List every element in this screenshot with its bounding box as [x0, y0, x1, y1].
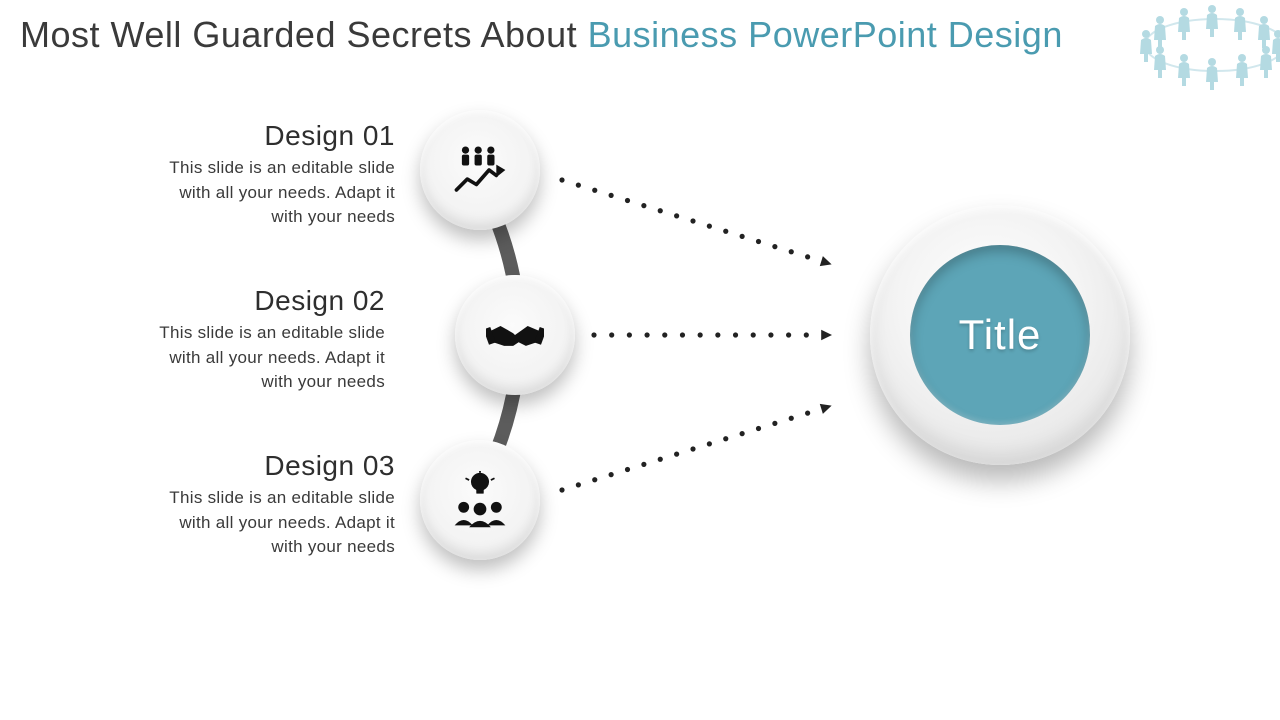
diagram-area: Design 01 This slide is an editable slid… [0, 100, 1280, 720]
arrow-3 [0, 100, 900, 600]
title-circle-inner: Title [910, 245, 1090, 425]
title-circle-text: Title [959, 311, 1042, 359]
people-ring-decoration [1060, 0, 1280, 110]
slide-title-accent: Business PowerPoint Design [588, 14, 1063, 55]
slide-title-prefix: Most Well Guarded Secrets About [20, 14, 588, 55]
title-circle: Title [870, 205, 1130, 465]
